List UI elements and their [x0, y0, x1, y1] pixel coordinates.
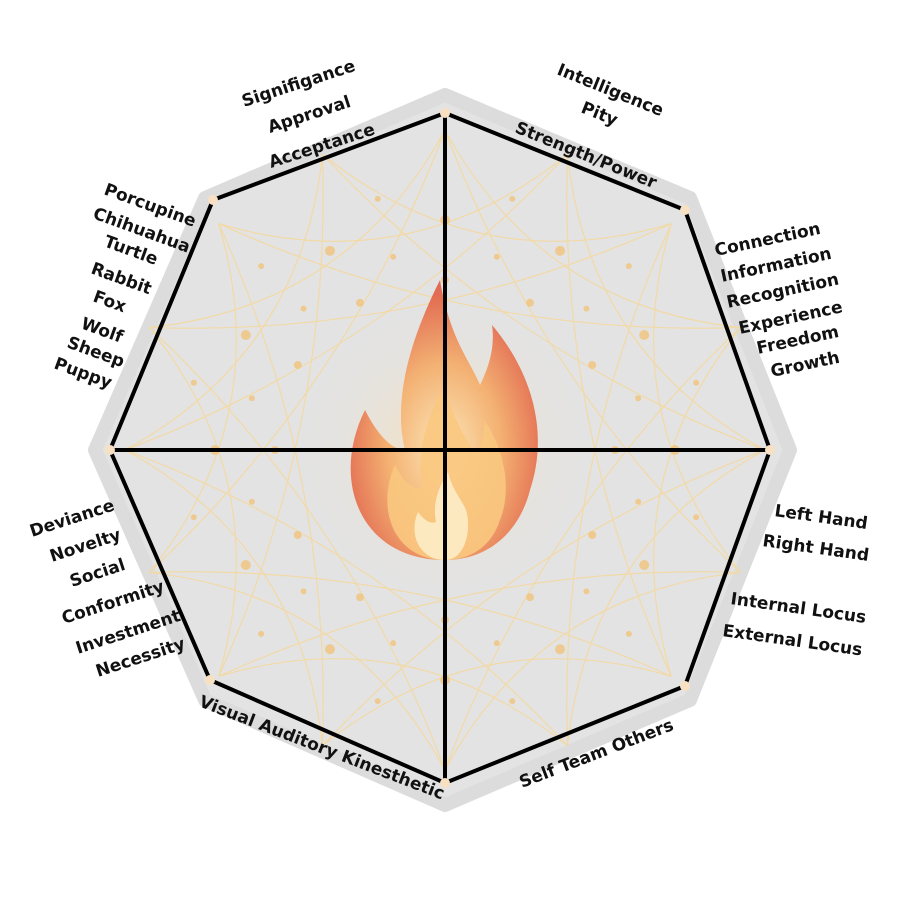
pattern-dot [325, 644, 335, 655]
pattern-dot [583, 588, 590, 595]
pattern-curve [322, 153, 672, 242]
pattern-dot [374, 195, 381, 202]
pattern-dot [248, 395, 255, 402]
pattern-curve [124, 449, 324, 746]
pattern-dot [555, 644, 565, 655]
pattern-dot [258, 263, 265, 270]
pattern-dot [390, 640, 397, 647]
vertex-markers [105, 108, 775, 788]
label-social: Social [67, 555, 128, 592]
pattern-dot [509, 698, 516, 705]
pattern-dot [635, 498, 642, 505]
pattern-curve [653, 327, 742, 677]
pattern-dot [583, 305, 590, 312]
pattern-curve [149, 571, 446, 771]
pattern-dot [248, 498, 255, 505]
pattern-dot [509, 195, 516, 202]
pattern-dot [588, 531, 597, 539]
pattern-dot [390, 253, 397, 260]
pattern-dot [300, 305, 307, 312]
pattern-dot [693, 514, 700, 521]
pattern-dot [639, 560, 650, 570]
pattern-dot [190, 514, 197, 521]
pattern-curve [218, 153, 568, 242]
pattern-dot [635, 395, 642, 402]
pattern-dot [588, 361, 597, 369]
label-right-hand: Right Hand [761, 531, 870, 566]
pattern-dot [293, 361, 302, 369]
pattern-dot [625, 630, 632, 637]
pattern-dot [356, 593, 364, 602]
pattern-curve [444, 571, 741, 771]
pattern-curve [653, 223, 742, 573]
label-left-hand: Left Hand [773, 501, 869, 534]
pattern-dot [293, 531, 302, 539]
pattern-dot [526, 593, 534, 602]
label-internal-locus: Internal Locus [729, 589, 867, 628]
label-external-locus: External Locus [721, 621, 863, 660]
pattern-curve [218, 658, 568, 747]
pattern-curve [149, 129, 446, 329]
pattern-dot [555, 245, 565, 256]
pattern-dot [240, 560, 251, 570]
pattern-dot [374, 698, 381, 705]
pattern-dot [356, 298, 364, 307]
pattern-dot [526, 298, 534, 307]
pattern-dot [493, 640, 500, 647]
pattern-curve [148, 223, 237, 573]
pattern-dot [493, 253, 500, 260]
label-pity: Pity [578, 98, 620, 131]
pattern-dot [240, 330, 251, 340]
pattern-dot [325, 245, 335, 256]
pattern-dot [190, 379, 197, 386]
pattern-curve [124, 154, 324, 451]
pattern-dot [639, 330, 650, 340]
pattern-dot [258, 630, 265, 637]
label-fox: Fox [90, 287, 128, 317]
pattern-curve [566, 154, 766, 451]
pattern-dot [625, 263, 632, 270]
pattern-dot [693, 379, 700, 386]
pattern-dot [300, 588, 307, 595]
pattern-curve [148, 327, 237, 677]
pattern-curve [444, 129, 741, 329]
pattern-curve [322, 658, 672, 747]
pattern-curve [566, 449, 766, 746]
